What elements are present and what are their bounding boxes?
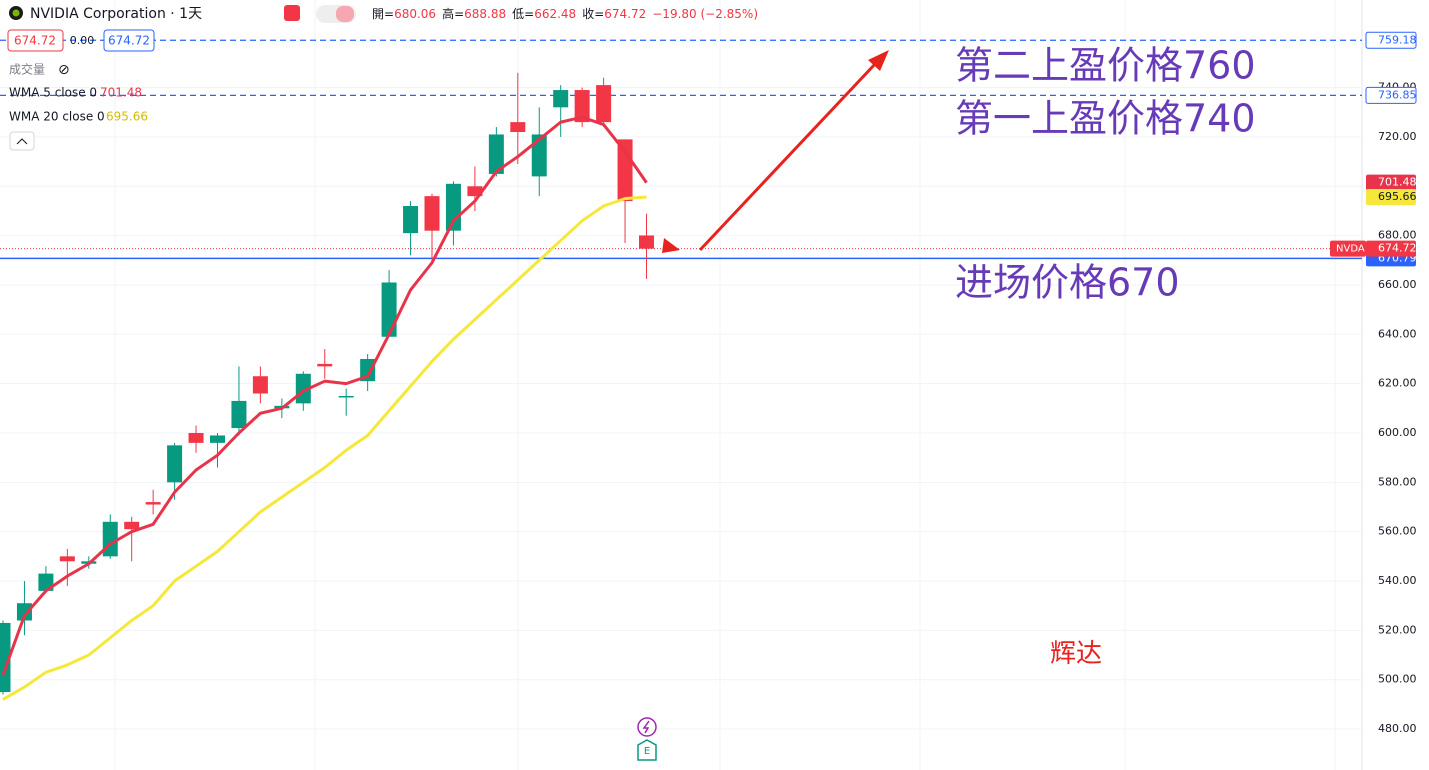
- candle-body[interactable]: [188, 432, 204, 443]
- plot: 第二上盈价格760 第一上盈价格740 进场价格670 辉达: [0, 39, 1362, 701]
- candle-body[interactable]: [531, 134, 547, 177]
- arrow-line[interactable]: [698, 61, 878, 252]
- candle-body[interactable]: [574, 90, 590, 123]
- compare-toggle-knob: [336, 6, 354, 22]
- price-tag: 759.18: [1378, 33, 1417, 46]
- buy-box[interactable]: [103, 29, 155, 52]
- candle-body[interactable]: [0, 622, 11, 693]
- ohlc-name: 收=: [582, 7, 604, 21]
- candle-body[interactable]: [381, 282, 397, 337]
- candle-body[interactable]: [231, 400, 247, 429]
- y-tick-label: 540.00: [1378, 574, 1417, 587]
- wma-tag: 695.66: [1378, 190, 1417, 203]
- candle-body[interactable]: [102, 521, 118, 557]
- candle-body[interactable]: [488, 134, 504, 174]
- candle-body[interactable]: [360, 358, 376, 382]
- ohlc-value: 674.72: [604, 7, 646, 21]
- y-tick-label: 580.00: [1378, 475, 1417, 488]
- price-tag-bg: [1365, 31, 1417, 49]
- ohlc-value: 680.06: [394, 7, 436, 21]
- ohlc: 開=680.06 高=688.88 低=662.48 收=674.72 −19.80 (…: [372, 6, 758, 21]
- symbol-tag-bg: [1330, 240, 1366, 257]
- wma-tag-bg: [1366, 174, 1416, 191]
- wma-line[interactable]: [2, 195, 647, 701]
- buy-price: 674.72: [108, 34, 150, 48]
- price-axis: 480.00 500.00 520.00 540.00 560.00 580.00 600.…: [1330, 31, 1417, 735]
- sell-price: 674.72: [14, 34, 56, 48]
- y-tick-label: 640.00: [1378, 327, 1417, 340]
- symbol-tag: NVDA: [1336, 244, 1365, 255]
- y-tick-label: 680.00: [1378, 229, 1417, 242]
- candle-body[interactable]: [424, 196, 440, 231]
- candle-body[interactable]: [467, 186, 483, 197]
- collapse-button[interactable]: [9, 131, 35, 151]
- arrow-head: [868, 50, 889, 71]
- wma-tag: 701.48: [1378, 176, 1417, 189]
- ohlc-value: 662.48: [534, 7, 576, 21]
- candle-body[interactable]: [252, 376, 268, 394]
- candle-body[interactable]: [167, 445, 183, 483]
- annotation[interactable]: 进场价格670: [955, 261, 1180, 305]
- candle-body[interactable]: [596, 85, 612, 123]
- collapse-icon: [16, 138, 28, 145]
- wma-tag-bg: [1366, 188, 1416, 205]
- candle-body[interactable]: [317, 363, 333, 367]
- ohlc-name: 開=: [372, 7, 394, 21]
- y-tick-label: 480.00: [1378, 722, 1417, 735]
- y-tick-label: 620.00: [1378, 377, 1417, 390]
- marker-triangle[interactable]: [662, 238, 680, 253]
- candle-body[interactable]: [59, 556, 75, 562]
- candle-body[interactable]: [124, 521, 140, 530]
- candle-body[interactable]: [617, 139, 633, 202]
- ohlc-change: −19.80 (−2.85%): [652, 7, 758, 21]
- annotation[interactable]: 第二上盈价格760: [955, 44, 1256, 88]
- y-tick-label: 600.00: [1378, 426, 1417, 439]
- symbol-title: NVIDIA Corporation · 1天: [30, 6, 202, 22]
- candle-body[interactable]: [639, 235, 654, 249]
- candle-body[interactable]: [145, 502, 161, 505]
- ohlc-name: 高=: [442, 6, 464, 21]
- legend-value: 695.66: [106, 110, 148, 124]
- annotation[interactable]: 第一上盈价格740: [955, 97, 1256, 141]
- candle-body[interactable]: [338, 395, 354, 398]
- candle-body[interactable]: [553, 90, 569, 108]
- sell-box[interactable]: [7, 29, 64, 52]
- y-tick-label: 500.00: [1378, 673, 1417, 686]
- candle-body[interactable]: [403, 206, 419, 234]
- y-tick-label: 560.00: [1378, 525, 1417, 538]
- y-tick-label: 520.00: [1378, 623, 1417, 636]
- y-tick-label: 660.00: [1378, 278, 1417, 291]
- grid: [0, 0, 1362, 770]
- event-icon: [642, 720, 650, 734]
- wma-line[interactable]: [1, 115, 648, 676]
- legend-value: 701.48: [100, 86, 142, 100]
- earnings-icon[interactable]: [637, 739, 657, 761]
- candle-body[interactable]: [210, 435, 225, 443]
- symbol-logo: [12, 9, 20, 17]
- ohlc-value: 688.88: [464, 7, 506, 21]
- spread: 0.00: [70, 34, 95, 47]
- candle-body[interactable]: [16, 603, 32, 621]
- earnings-icon: E: [644, 746, 650, 757]
- price-tag-bg: [1366, 240, 1416, 257]
- price-tag: 674.72: [1378, 242, 1417, 255]
- event-icon[interactable]: [637, 717, 657, 737]
- price-tag-bg: [1365, 86, 1417, 104]
- price-tag: 736.85: [1378, 88, 1417, 101]
- ohlc-name: 低=: [512, 7, 534, 21]
- candle-body[interactable]: [510, 122, 526, 132]
- legend-label: WMA 5 close 0: [9, 86, 97, 100]
- volume-label: 成交量: [9, 62, 45, 77]
- hide-icon[interactable]: ⊘: [58, 62, 70, 78]
- y-tick-label: 720.00: [1378, 130, 1417, 143]
- legend-label: WMA 20 close 0: [9, 110, 105, 124]
- annotation[interactable]: 辉达: [1050, 639, 1102, 669]
- flag-button[interactable]: [284, 5, 300, 21]
